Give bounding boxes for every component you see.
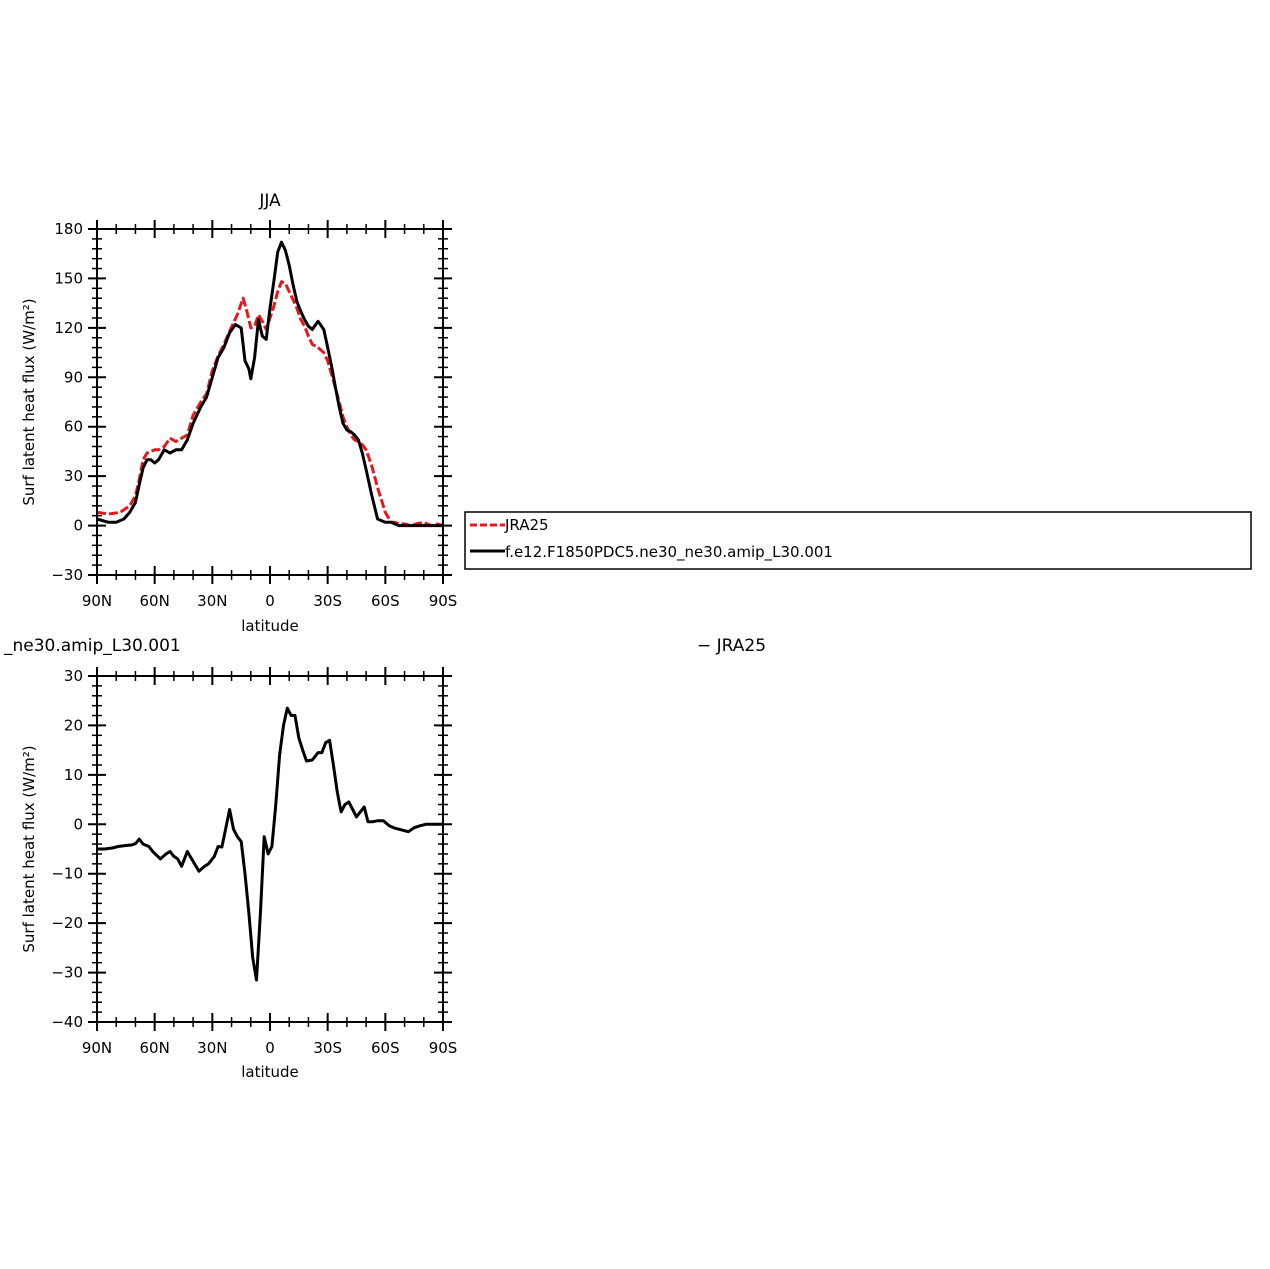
bottom-panel-title-left: _ne30.amip_L30.001 — [3, 636, 181, 656]
series-line-model — [96, 240, 443, 528]
series-line-jra25 — [96, 280, 444, 528]
top-y-axis-label: Surf latent heat flux (W/m²) — [20, 298, 38, 505]
x-tick-label: 60S — [371, 1039, 400, 1057]
bottom-x-axis-label: latitude — [241, 1063, 299, 1081]
y-tick-label: 60 — [64, 418, 83, 436]
y-tick-label: 90 — [64, 368, 83, 386]
top-panel: JJA −30 0 30 60 90 120 150 180 90N 60N 30N 0 30S 60S 9… — [20, 191, 457, 635]
x-tick-label: 0 — [265, 592, 275, 610]
y-tick-label: 30 — [64, 467, 83, 485]
top-plot-frame — [96, 228, 444, 576]
legend-label-model: f.e12.F1850PDC5.ne30_ne30.amip_L30.001 — [505, 543, 833, 562]
y-tick-label: −40 — [51, 1013, 83, 1031]
y-tick-label: −30 — [51, 566, 83, 584]
bottom-axis-ticks: −40 −30 −20 −10 0 10 20 30 90N 60N 30N 0 30S 60S 90S — [51, 667, 457, 1057]
legend-label-jra25: JRA25 — [504, 516, 549, 534]
y-tick-label: −20 — [51, 914, 83, 932]
legend: JRA25 f.e12.F1850PDC5.ne30_ne30.amip_L30… — [464, 511, 1252, 570]
x-tick-label: 90N — [82, 592, 112, 610]
x-tick-label: 60N — [140, 1039, 170, 1057]
y-tick-label: 180 — [54, 220, 83, 238]
bottom-y-axis-label: Surf latent heat flux (W/m²) — [20, 745, 38, 952]
y-tick-label: −10 — [51, 865, 83, 883]
bottom-panel-title-right: − JRA25 — [697, 636, 766, 656]
bottom-plot-frame — [96, 675, 444, 1023]
x-tick-label: 30S — [313, 592, 342, 610]
top-series-layer — [96, 240, 444, 528]
y-tick-label: 0 — [73, 517, 83, 535]
series-line-difference — [97, 706, 443, 982]
x-tick-label: 90S — [429, 592, 458, 610]
y-tick-label: 30 — [64, 667, 83, 685]
x-tick-label: 30N — [197, 1039, 227, 1057]
top-panel-title: JJA — [258, 191, 281, 211]
top-x-axis-label: latitude — [241, 617, 299, 635]
x-tick-label: 30S — [313, 1039, 342, 1057]
x-tick-label: 30N — [197, 592, 227, 610]
bottom-series-layer — [97, 706, 443, 982]
y-tick-label: −30 — [51, 964, 83, 982]
y-tick-label: 20 — [64, 716, 83, 734]
y-tick-label: 150 — [54, 269, 83, 287]
y-tick-label: 120 — [54, 319, 83, 337]
x-tick-label: 60N — [140, 592, 170, 610]
x-tick-label: 60S — [371, 592, 400, 610]
y-tick-label: 10 — [64, 766, 83, 784]
top-axis-ticks: −30 0 30 60 90 120 150 180 90N 60N 30N 0 30S 60S 90S — [51, 220, 457, 610]
legend-frame — [464, 511, 1252, 570]
x-tick-label: 0 — [265, 1039, 275, 1057]
bottom-panel: _ne30.amip_L30.001 − JRA25 −40 −30 −20 −10 0… — [3, 636, 766, 1081]
x-tick-label: 90S — [429, 1039, 458, 1057]
y-tick-label: 0 — [73, 815, 83, 833]
x-tick-label: 90N — [82, 1039, 112, 1057]
